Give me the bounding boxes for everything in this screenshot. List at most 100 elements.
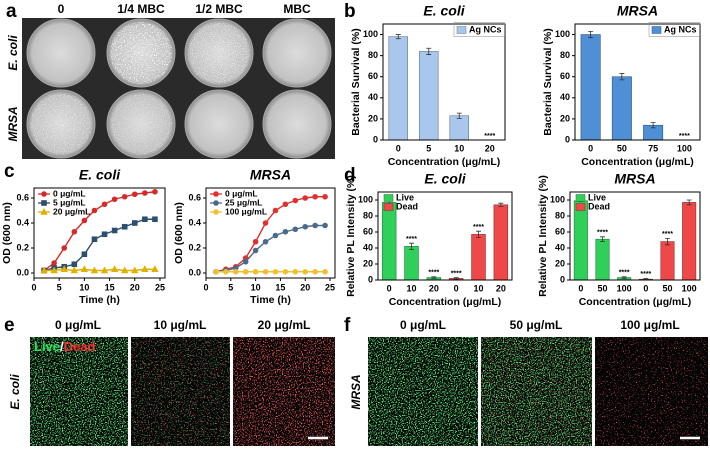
bar [682,202,697,281]
bar [418,51,439,141]
x-tick-label: 0 [578,283,583,293]
bar [404,246,419,281]
bar [381,202,397,281]
y-tick-label: 100 [555,29,570,39]
column-header: 1/2 MBC [195,2,243,16]
legend-label: Ag NCs [664,24,697,34]
y-tick-label: 0.6 [188,192,201,202]
live-stain [481,337,592,446]
bar [493,204,509,281]
error-bar [456,112,462,119]
marker [142,216,148,223]
column-header: 20 μg/mL [258,318,311,332]
y-tick-label: 0.4 [16,217,29,227]
y-tick-label: 0 [565,134,570,144]
panel-letter: b [344,1,356,22]
panel-letter: c [4,161,15,182]
x-tick-label: 10 [406,283,416,293]
marker [142,190,148,196]
row-header: E. coli [6,35,20,71]
error-bar [426,47,432,55]
y-tick-label: 80 [368,50,378,60]
legend-frame [453,22,505,37]
marker [141,265,149,272]
marker [70,266,78,274]
chart: E. coli 0.0 0.2 0.4 0.6OD (600 nm) Time (h) 0 5… [1,167,166,306]
legend-swatch [383,203,394,211]
x-tick-label: 0 [454,283,459,293]
column-header: 0 μg/mL [55,318,101,332]
marker [151,265,159,272]
line [43,218,155,272]
x-tick-label: 10 [251,282,261,292]
significance: **** [640,271,651,278]
chart-title: E. coli [424,171,466,187]
marker [272,232,279,239]
marker [71,261,78,268]
axes-frame [33,187,166,279]
marker [252,268,259,275]
chart-title: E. coli [423,3,465,19]
significance: **** [406,236,417,243]
error-bar [686,199,692,206]
marker [121,193,128,200]
x-tick-label: 5 [426,143,431,153]
marker [50,266,58,274]
marker [262,238,269,245]
marker [152,188,158,195]
marker [60,265,68,272]
column-header: 100 μg/mL [620,318,679,332]
marker [101,201,108,208]
x-tick-label: 0 [643,283,648,293]
y-tick-label: 60 [363,226,373,236]
row-header: MRSA [349,374,363,409]
legend-label: 0 μg/mL [225,188,258,198]
significance: **** [662,231,673,238]
plate-grid: 0 1/4 MBC 1/2 MBC MBC E. coli MRSA [6,2,335,159]
live-stain [131,337,230,446]
chart: MRSA 0.0 0.2 0.4 0.6OD (600 nm) Time (h) 0 5 10 1… [173,167,336,306]
marker [40,266,48,274]
y-tick-label: 0.2 [16,242,29,252]
legend: Ag NCs [648,22,700,37]
x-tick-label: 10 [473,283,483,293]
marker [302,195,309,201]
y-axis-label: Relative PL Intensity (%) [537,175,549,297]
x-tick-label: 15 [275,282,285,292]
marker [302,268,309,275]
legend-label: 5 μg/mL [53,197,86,207]
x-axis-label: Concentration (μg/mL) [389,296,502,308]
marker [262,220,269,226]
marker [252,247,259,254]
marker [152,216,158,223]
row-header: MRSA [6,106,20,141]
y-tick-label: 0 [368,274,373,284]
marker [121,223,128,230]
panel-letter: d [344,165,356,186]
x-tick-label: 20 [300,282,310,292]
chart-title: E. coli [79,167,121,183]
legend-label: Live [588,192,606,202]
x-tick-label: 20 [130,282,140,292]
bar [660,241,675,281]
marker [81,251,88,258]
y-tick-label: 20 [560,113,570,123]
x-axis-label: Concentration (μg/mL) [579,296,692,308]
x-tick-label: 0 [387,283,392,293]
y-tick-label: 0 [560,274,565,284]
y-tick-label: 0.2 [188,242,201,252]
legend-label: 20 μg/mL [53,206,90,216]
axes-frame [382,23,506,141]
significance: **** [619,270,630,277]
marker [41,200,47,206]
legend-label: 100 μg/mL [225,206,267,216]
marker [213,209,219,215]
error-bar [498,202,504,207]
x-axis-label: Time (h) [250,294,291,306]
marker [322,193,328,200]
panel-letter: f [344,315,351,336]
